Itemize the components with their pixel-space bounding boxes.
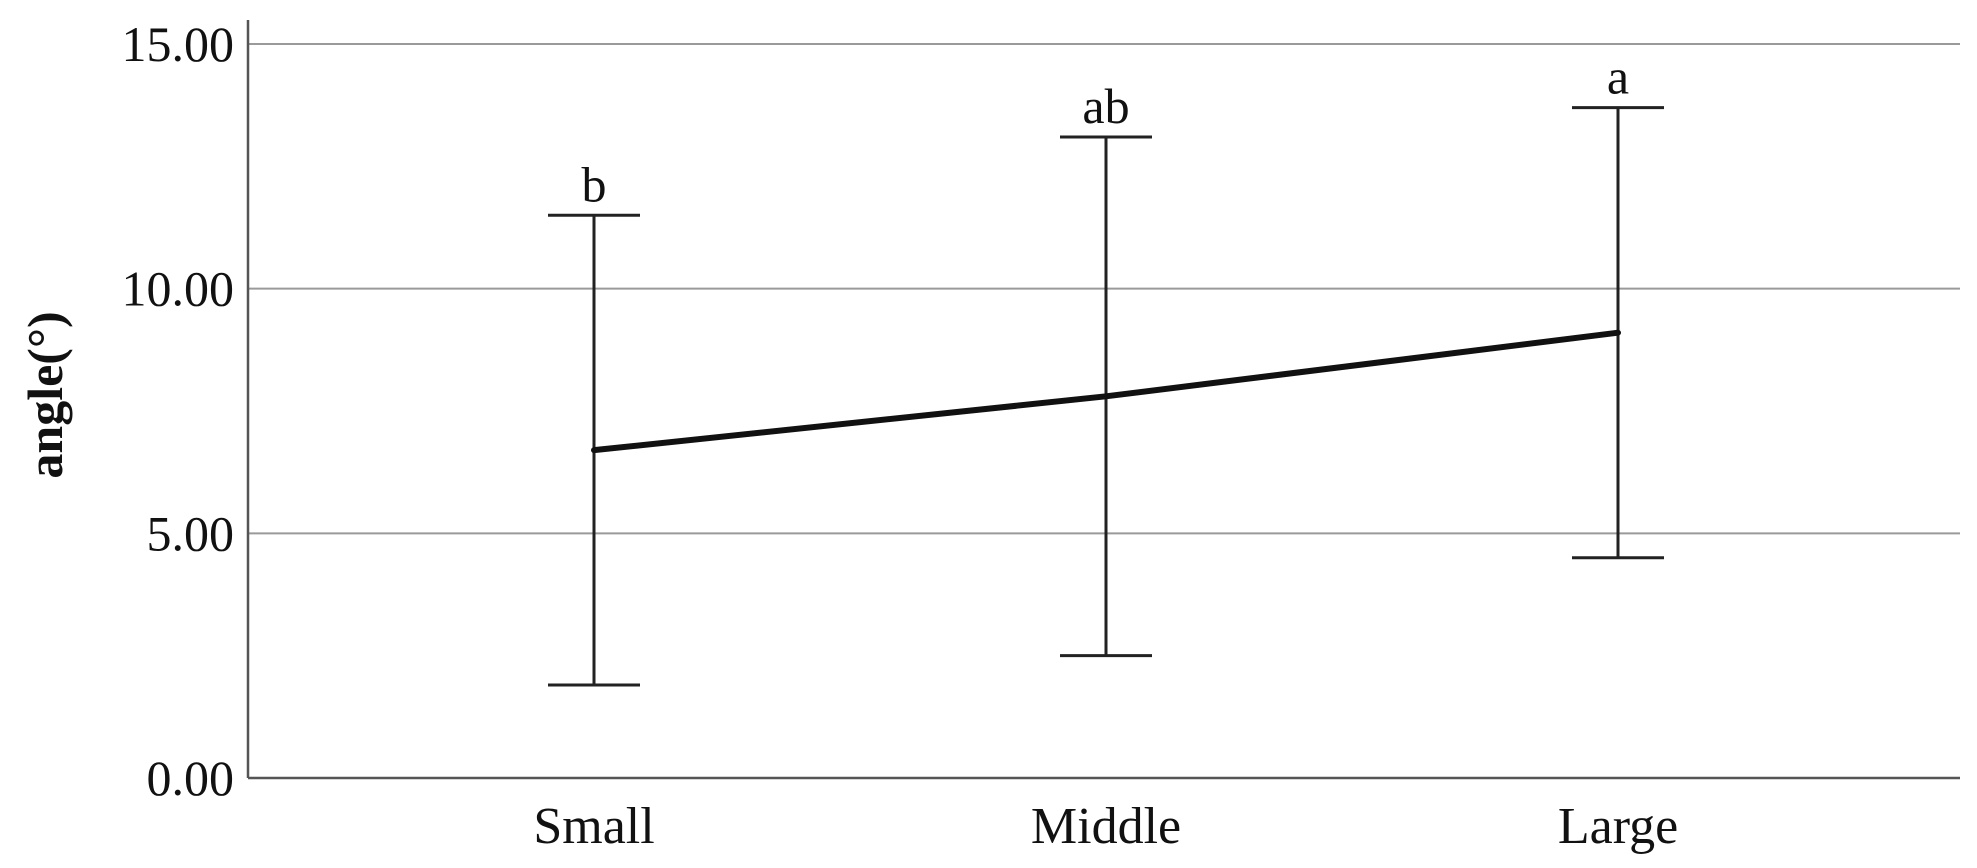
significance-label: a <box>1607 49 1629 105</box>
y-tick-label: 15.00 <box>122 16 235 72</box>
y-axis-label: angle(°) <box>17 311 73 478</box>
mean-line <box>591 329 1621 454</box>
x-tick-label: Middle <box>1031 798 1181 855</box>
significance-label: b <box>582 156 607 212</box>
y-tick-label: 0.00 <box>147 750 235 806</box>
y-tick-label: 5.00 <box>147 505 235 561</box>
y-tick-labels: 0.00 5.00 10.00 15.00 <box>122 16 235 806</box>
significance-labels: b ab a <box>582 49 1630 213</box>
axes <box>246 20 1960 780</box>
gridlines <box>248 43 1960 535</box>
x-tick-label: Small <box>533 798 654 855</box>
x-tick-labels: Small Middle Large <box>533 798 1678 855</box>
x-tick-label: Large <box>1558 798 1678 855</box>
y-tick-label: 10.00 <box>122 261 235 317</box>
mean-line-layer <box>591 329 1621 454</box>
significance-label: ab <box>1082 78 1129 134</box>
